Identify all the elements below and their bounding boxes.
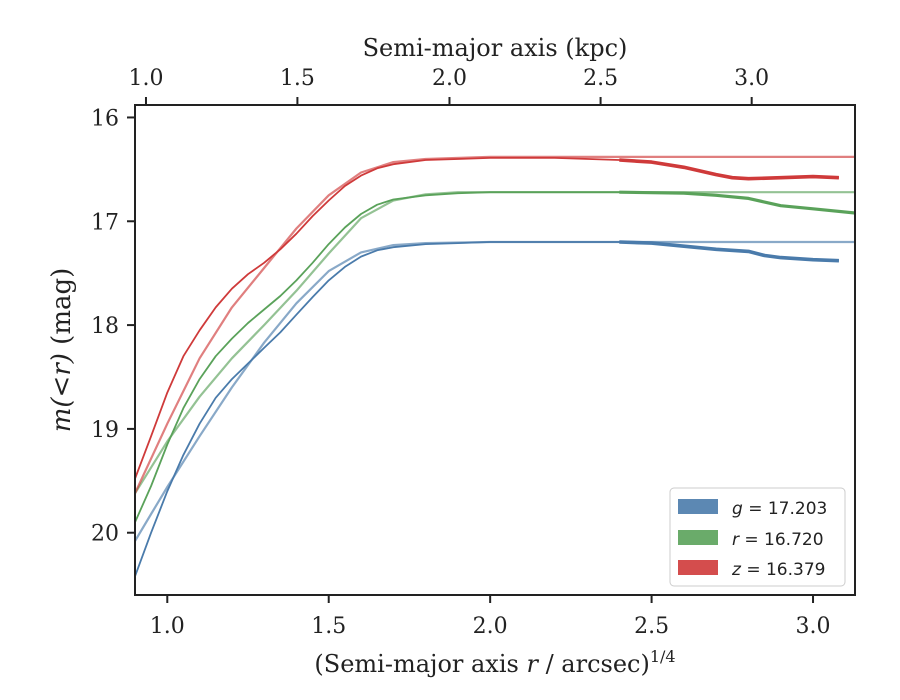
series-layer — [135, 155, 855, 577]
x-tick-label: 2.5 — [634, 614, 669, 639]
model-line-z — [135, 155, 855, 494]
x-axis-label: (Semi-major axis r / arcsec)1/4 — [314, 647, 675, 678]
model-line-g — [135, 240, 855, 542]
observed-tail-r — [619, 190, 855, 215]
legend-label-z: z = 16.379 — [731, 560, 825, 580]
x-tick-label: 2.0 — [473, 614, 508, 639]
legend-swatch-g — [678, 499, 718, 514]
y-tick-label: 18 — [91, 314, 119, 339]
legend: g = 17.203 r = 16.720 z = 16.379 — [669, 487, 846, 587]
observed-tail-z — [619, 158, 839, 181]
model-line-r — [135, 191, 855, 494]
legend-label-g: g = 17.203 — [732, 499, 827, 519]
top-x-tick-label: 3.0 — [734, 66, 769, 91]
legend-swatch-r — [678, 530, 718, 545]
axes-frame — [134, 104, 856, 596]
top-x-tick-label: 2.5 — [583, 66, 618, 91]
top-x-tick-label: 1.5 — [280, 66, 315, 91]
top-x-axis-label: Semi-major axis (kpc) — [363, 34, 628, 62]
top-x-tick-label: 1.0 — [128, 66, 163, 91]
y-tick-label: 20 — [91, 522, 119, 547]
x-tick-label: 1.5 — [311, 614, 346, 639]
y-tick-label: 16 — [91, 106, 119, 131]
top-x-tick-label: 2.0 — [432, 66, 467, 91]
legend-swatch-z — [678, 560, 718, 575]
y-axis-label: m(<r) (mag) — [47, 268, 77, 433]
observed-tail-g — [619, 240, 839, 263]
x-tick-label: 3.0 — [796, 614, 831, 639]
legend-label-r: r = 16.720 — [732, 530, 824, 550]
y-tick-label: 17 — [91, 210, 119, 235]
ticks-layer: 1.0 1.5 2.0 2.5 3.0 1.0 1.5 2.0 2.5 3.0 16 17 18 19 20 — [91, 66, 831, 639]
y-tick-label: 19 — [91, 418, 119, 443]
x-tick-label: 1.0 — [150, 614, 185, 639]
